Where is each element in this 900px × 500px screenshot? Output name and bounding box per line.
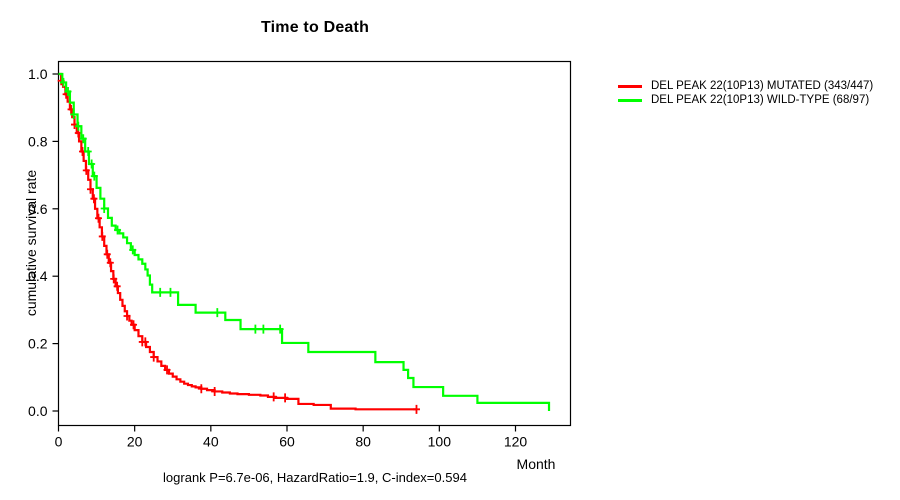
- y-axis-tick-label: 0.2: [28, 336, 48, 352]
- x-axis-tick-label: 0: [55, 434, 63, 450]
- x-axis-title: Month: [516, 456, 556, 472]
- x-axis-tick-label: 100: [428, 434, 452, 450]
- y-axis-tick-label: 0.4: [28, 268, 48, 284]
- y-axis-tick-label: 0.8: [28, 133, 48, 149]
- x-axis-tick-label: 80: [355, 434, 371, 450]
- legend-swatch-mutated: [618, 85, 642, 89]
- plot-box: [57, 60, 572, 427]
- legend-item-mutated: DEL PEAK 22(10P13) MUTATED (343/447): [618, 80, 873, 94]
- y-axis-title: cumulative survival rate: [23, 169, 39, 317]
- stats-caption: logrank P=6.7e-06, HazardRatio=1.9, C-in…: [163, 470, 467, 485]
- survival-curve-1: [58, 72, 551, 411]
- legend-swatch-wildtype: [618, 98, 642, 102]
- legend: DEL PEAK 22(10P13) MUTATED (343/447) DEL…: [618, 80, 873, 107]
- x-axis-tick-label: 120: [504, 434, 528, 450]
- x-axis-tick-label: 40: [203, 434, 219, 450]
- survival-curve-0: [58, 72, 417, 411]
- y-axis-tick-label: 1.0: [28, 66, 48, 82]
- y-axis-tick-label: 0.6: [28, 201, 48, 217]
- legend-label-wildtype: DEL PEAK 22(10P13) WILD-TYPE (68/97): [651, 93, 870, 106]
- x-axis-tick-label: 20: [127, 434, 143, 450]
- censor-marks-1: [59, 77, 284, 334]
- censor-marks-0: [57, 76, 420, 414]
- chart-title: Time to Death: [260, 19, 370, 36]
- x-axis-tick-label: 60: [279, 434, 295, 450]
- legend-item-wildtype: DEL PEAK 22(10P13) WILD-TYPE (68/97): [618, 94, 873, 108]
- y-axis-tick-label: 0.0: [28, 403, 48, 419]
- legend-label-mutated: DEL PEAK 22(10P13) MUTATED (343/447): [651, 80, 874, 92]
